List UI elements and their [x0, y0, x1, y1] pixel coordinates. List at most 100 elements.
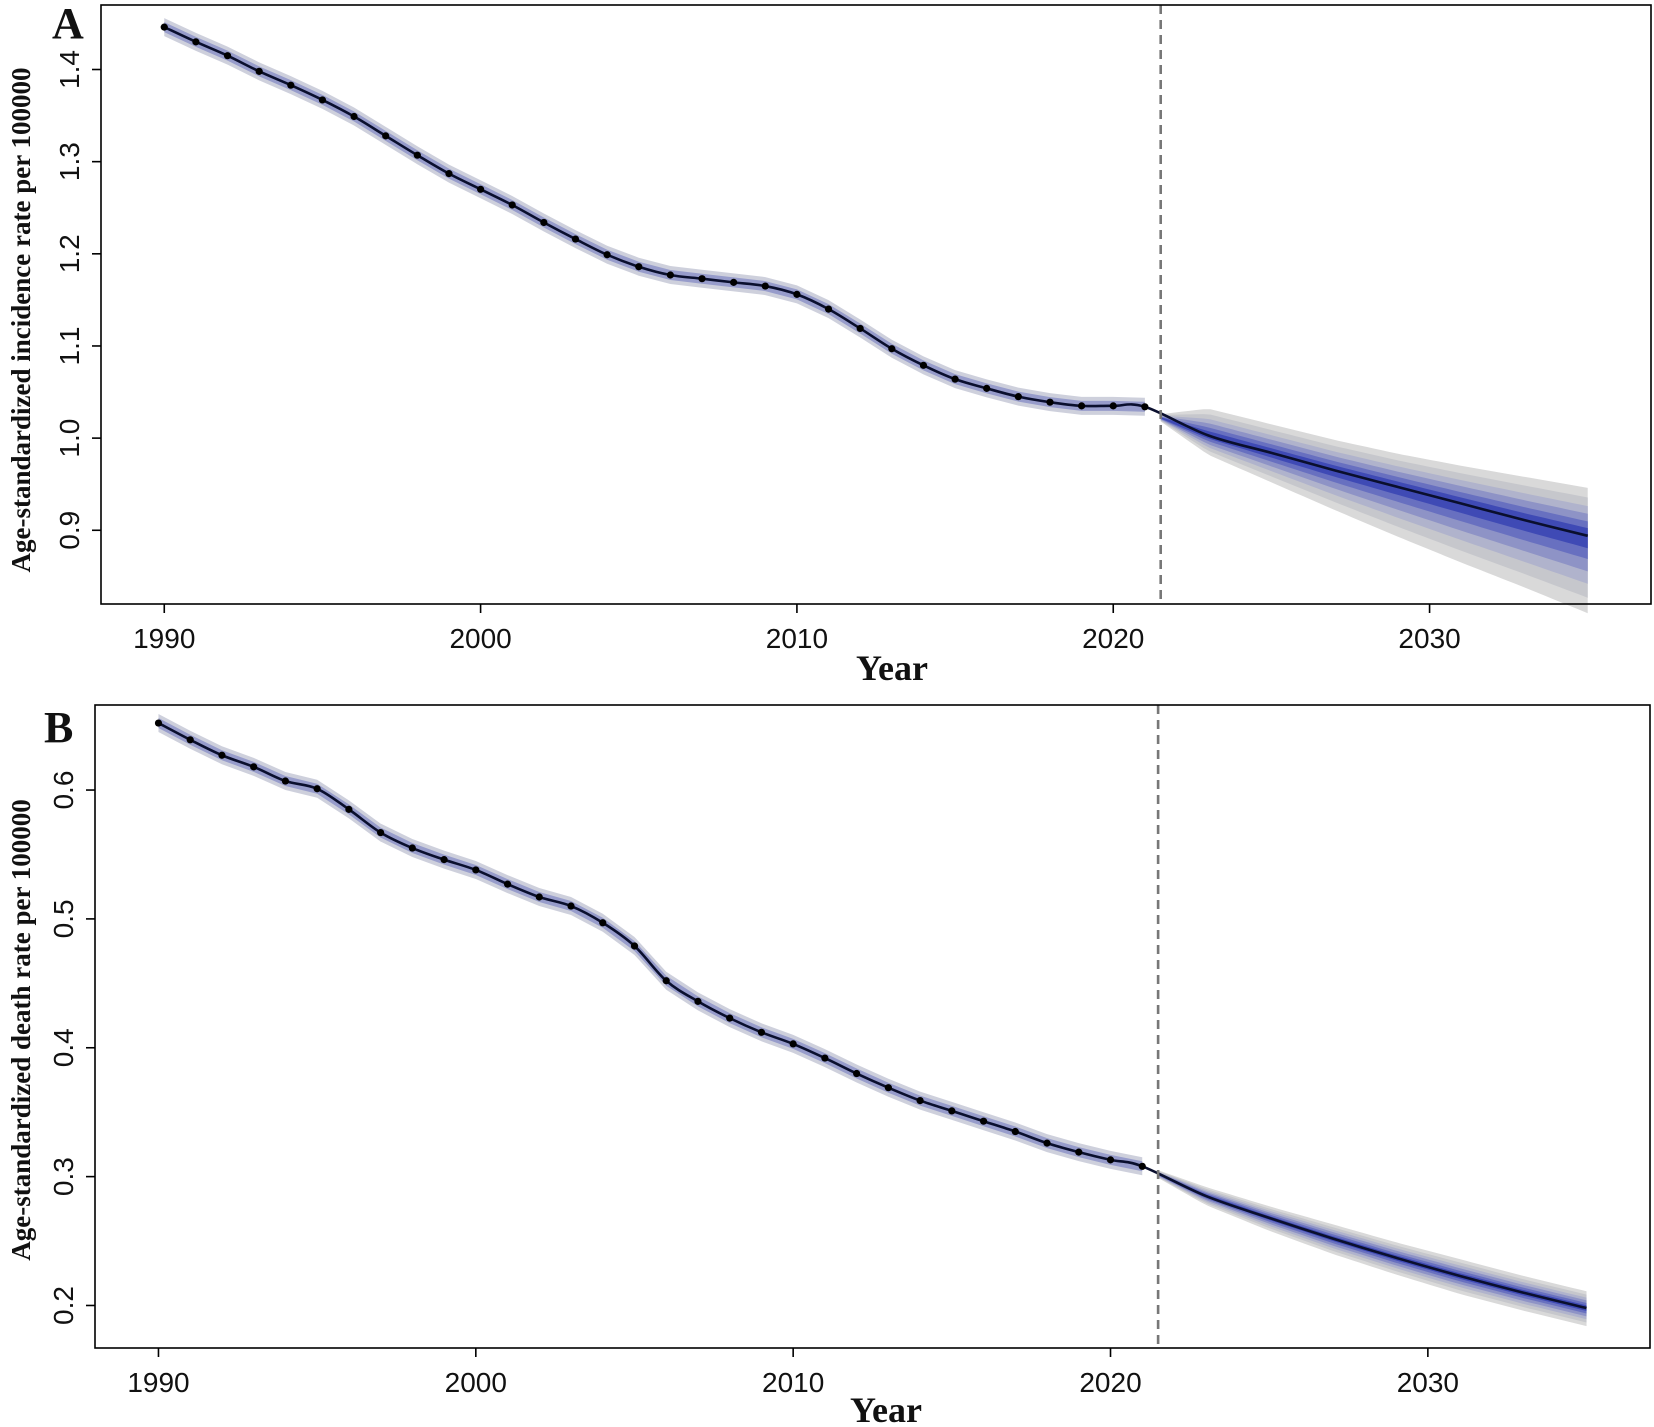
data-point: [793, 290, 801, 298]
data-point: [313, 785, 321, 793]
y-tick-label: 1.4: [54, 50, 85, 89]
y-axis-title: Age-standardized incidence rate per 1000…: [6, 68, 36, 573]
data-point: [824, 305, 833, 313]
panel-b: B Age-standardized death rate per 100000…: [6, 703, 1651, 1427]
data-point: [476, 185, 485, 193]
data-point: [662, 977, 670, 985]
data-point: [535, 893, 543, 901]
data-point: [318, 96, 327, 104]
data-point: [350, 112, 358, 121]
data-point: [250, 763, 258, 771]
data-point: [540, 218, 548, 227]
data-point: [603, 251, 611, 259]
y-tick-label: 0.6: [48, 771, 79, 810]
y-tick-label: 1.0: [54, 419, 85, 458]
x-tick-label: 2000: [445, 1367, 507, 1398]
data-point: [1075, 1148, 1083, 1156]
data-point: [757, 1028, 766, 1036]
y-axis-title: Age-standardized death rate per 100000: [6, 799, 36, 1260]
data-point: [255, 67, 263, 75]
data-point: [472, 866, 480, 874]
data-point: [567, 902, 575, 910]
data-point: [1078, 402, 1086, 410]
data-point: [726, 1014, 734, 1022]
plot-frame: [100, 4, 1652, 605]
data-point: [884, 1084, 892, 1092]
data-point: [1106, 1156, 1115, 1164]
data-point: [571, 235, 580, 243]
y-tick-label: 1.3: [54, 142, 85, 181]
data-point: [761, 282, 769, 290]
data-point: [413, 151, 421, 159]
x-tick-label: 2010: [762, 1367, 824, 1398]
data-point: [983, 384, 991, 392]
data-point: [948, 1107, 956, 1115]
data-point: [599, 919, 607, 927]
data-point: [503, 880, 512, 888]
panel-a: A Age-standardized incidence rate per 10…: [6, 0, 1652, 688]
series-line: [157, 721, 1587, 1310]
data-point: [888, 345, 896, 353]
x-tick-label: 2030: [1397, 1367, 1459, 1398]
data-point: [1011, 1127, 1019, 1136]
data-point: [223, 52, 232, 60]
x-tick-label: 2020: [1082, 623, 1144, 654]
data-point: [821, 1054, 829, 1062]
series-line: [163, 25, 1589, 538]
y-tick-label: 0.5: [48, 899, 79, 938]
data-point: [853, 1069, 861, 1078]
data-point: [694, 997, 702, 1005]
data-point: [630, 942, 639, 950]
x-tick-label: 1990: [127, 1367, 189, 1398]
data-point: [440, 856, 448, 864]
y-tick-label: 0.9: [54, 511, 85, 550]
data-point: [1141, 403, 1149, 411]
data-point: [345, 805, 353, 813]
plot-frame: [94, 704, 1651, 1349]
panel-letter: A: [52, 0, 84, 48]
data-point: [218, 751, 226, 759]
y-tick-label: 0.4: [48, 1028, 79, 1067]
historical-ribbon-inner: [158, 718, 1143, 1172]
panel-letter: B: [44, 703, 73, 752]
y-tick-label: 1.2: [54, 234, 85, 273]
x-tick-label: 1990: [133, 623, 195, 654]
y-tick-label: 1.1: [54, 327, 85, 366]
data-point: [281, 777, 290, 785]
x-tick-label: 2000: [449, 623, 511, 654]
x-tick-label: 2010: [766, 623, 828, 654]
data-point: [856, 324, 864, 333]
data-point: [154, 719, 163, 727]
data-point: [916, 1096, 924, 1105]
x-tick-label: 2030: [1398, 623, 1460, 654]
x-tick-label: 2020: [1079, 1367, 1141, 1398]
y-tick-label: 0.3: [48, 1157, 79, 1196]
data-point: [408, 844, 416, 852]
y-tick-label: 0.2: [48, 1286, 79, 1325]
data-point: [1109, 402, 1117, 410]
data-point: [698, 275, 706, 283]
data-point: [1138, 1162, 1146, 1170]
data-point: [1046, 398, 1054, 406]
data-point: [979, 1117, 988, 1125]
x-axis-title: Year: [850, 1390, 922, 1427]
forecast-band-4: [1158, 1172, 1587, 1314]
data-point: [508, 201, 516, 209]
data-point: [287, 81, 295, 89]
x-axis-title: Year: [856, 648, 928, 688]
historical-ribbon-inner: [164, 22, 1145, 412]
data-point: [377, 828, 385, 837]
data-point: [951, 375, 959, 383]
data-point: [635, 263, 643, 271]
data-point: [666, 271, 674, 279]
data-point: [186, 736, 194, 744]
historical-ribbon: [164, 18, 1145, 416]
data-point: [445, 170, 453, 178]
data-point: [919, 361, 928, 369]
historical-ribbon: [158, 714, 1143, 1176]
data-point: [1014, 393, 1022, 401]
data-point: [789, 1040, 797, 1048]
forecast-band-5: [1160, 417, 1588, 549]
data-point: [160, 23, 168, 31]
